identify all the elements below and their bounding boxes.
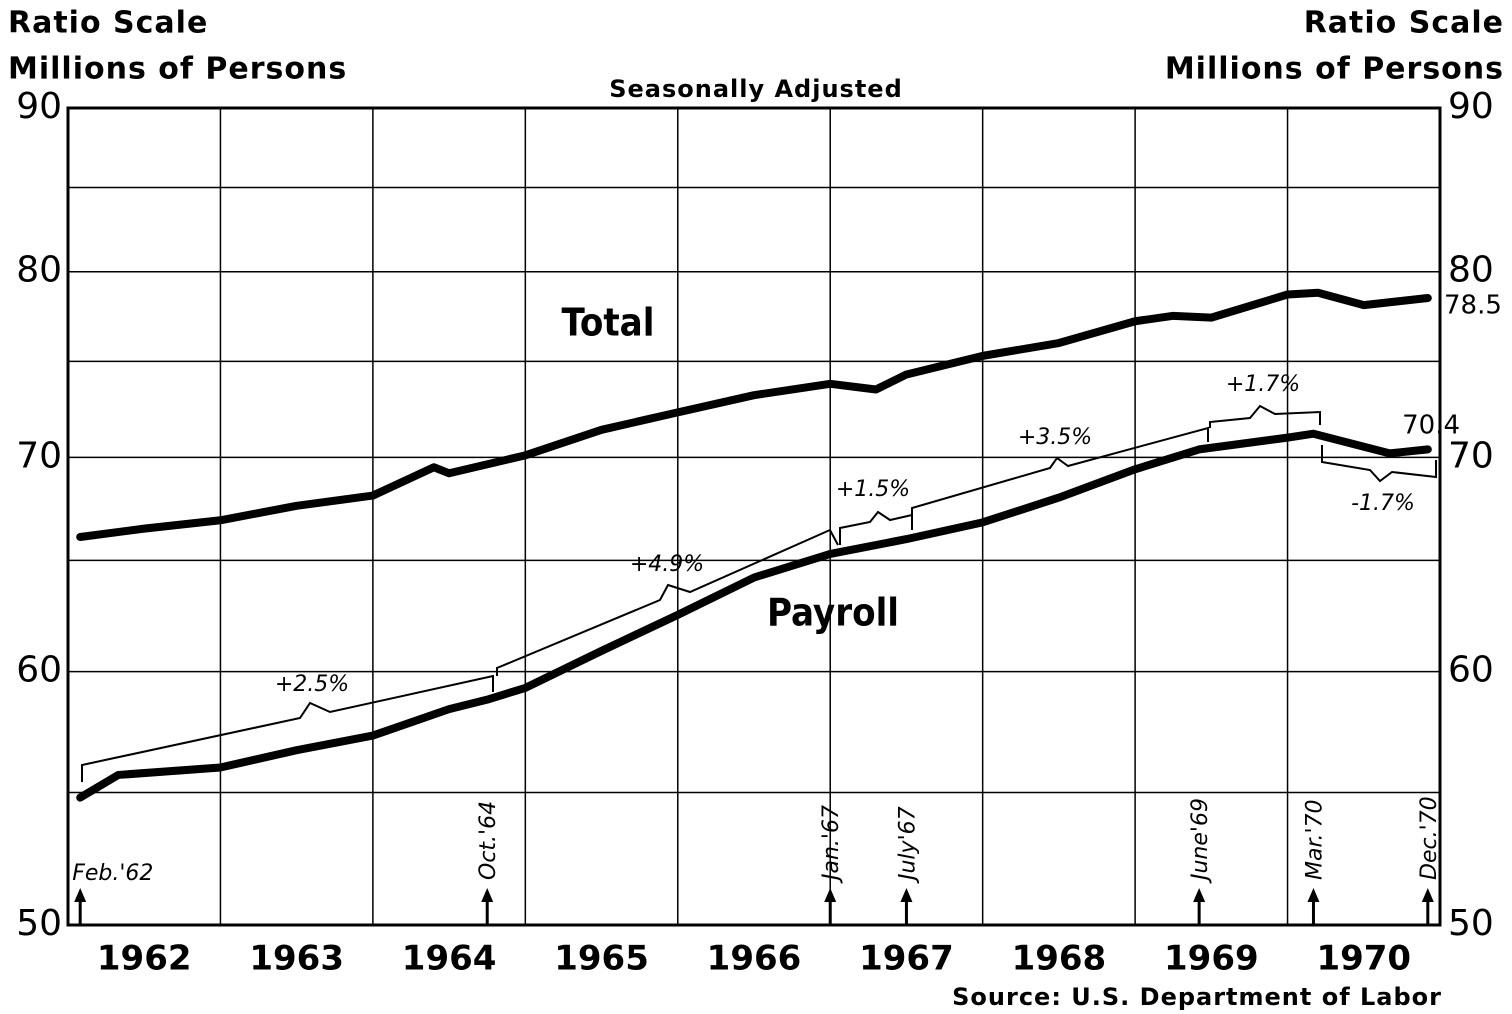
end-value-label: 78.5 <box>1444 291 1502 321</box>
rate-label: +3.5% <box>1018 425 1092 450</box>
rate-label: +4.9% <box>630 552 704 577</box>
subtitle: Seasonally Adjusted <box>609 75 903 103</box>
event-arrowhead <box>1193 888 1206 902</box>
event-arrowhead <box>481 888 494 902</box>
axis-label-right: Ratio Scale <box>1304 6 1504 41</box>
x-tick-label: 1962 <box>97 939 192 979</box>
event-label: Feb.'62 <box>72 861 153 886</box>
y-tick-label: 50 <box>16 903 62 944</box>
y2-tick-label: 50 <box>1448 903 1494 944</box>
series-line <box>76 288 1432 541</box>
end-value-label: 70.4 <box>1402 411 1460 441</box>
rate-brackets <box>81 404 1437 782</box>
rate-label: +1.7% <box>1226 372 1300 397</box>
event-label: Dec.'70 <box>1417 796 1442 880</box>
event-arrowhead <box>74 888 87 902</box>
y-tick-label: 90 <box>16 86 62 127</box>
event-arrowhead <box>1307 888 1320 902</box>
event-label: Mar.'70 <box>1302 799 1327 880</box>
x-tick-label: 1967 <box>859 939 954 979</box>
event-label: Jan.'67 <box>819 805 844 884</box>
y2-tick-label: 80 <box>1448 250 1494 291</box>
x-tick-label: 1969 <box>1164 939 1259 979</box>
x-tick-label: 1966 <box>707 939 802 979</box>
x-tick-label: 1963 <box>249 939 344 979</box>
rate-label: +1.5% <box>836 477 910 502</box>
x-tick-label: 1968 <box>1012 939 1107 979</box>
event-label: July'67 <box>895 806 920 884</box>
plot-frame <box>66 106 1442 927</box>
event-label: Oct.'64 <box>476 801 501 880</box>
axis-label-left: Ratio Scale <box>8 6 208 41</box>
series-label: Payroll <box>767 591 899 635</box>
axis-label-left: Millions of Persons <box>8 52 347 87</box>
y-tick-label: 60 <box>16 650 62 691</box>
y-tick-label: 70 <box>16 435 62 476</box>
event-arrowhead <box>1421 888 1434 902</box>
rate-label: +2.5% <box>275 672 349 697</box>
x-tick-label: 1965 <box>554 939 649 979</box>
series-line <box>76 429 1432 802</box>
event-arrowhead <box>900 888 913 902</box>
series-label: Total <box>562 301 655 345</box>
event-label: June'69 <box>1188 798 1213 884</box>
axis-label-right: Millions of Persons <box>1165 52 1504 87</box>
x-tick-label: 1970 <box>1316 939 1411 979</box>
y2-tick-label: 60 <box>1448 650 1494 691</box>
event-arrowhead <box>824 888 837 902</box>
y2-tick-label: 70 <box>1448 435 1494 476</box>
y2-tick-label: 90 <box>1448 86 1494 127</box>
rate-label: -1.7% <box>1351 491 1415 516</box>
x-tick-label: 1964 <box>402 939 497 979</box>
y-tick-label: 80 <box>16 250 62 291</box>
source: Source: U.S. Department of Labor <box>952 983 1442 1011</box>
